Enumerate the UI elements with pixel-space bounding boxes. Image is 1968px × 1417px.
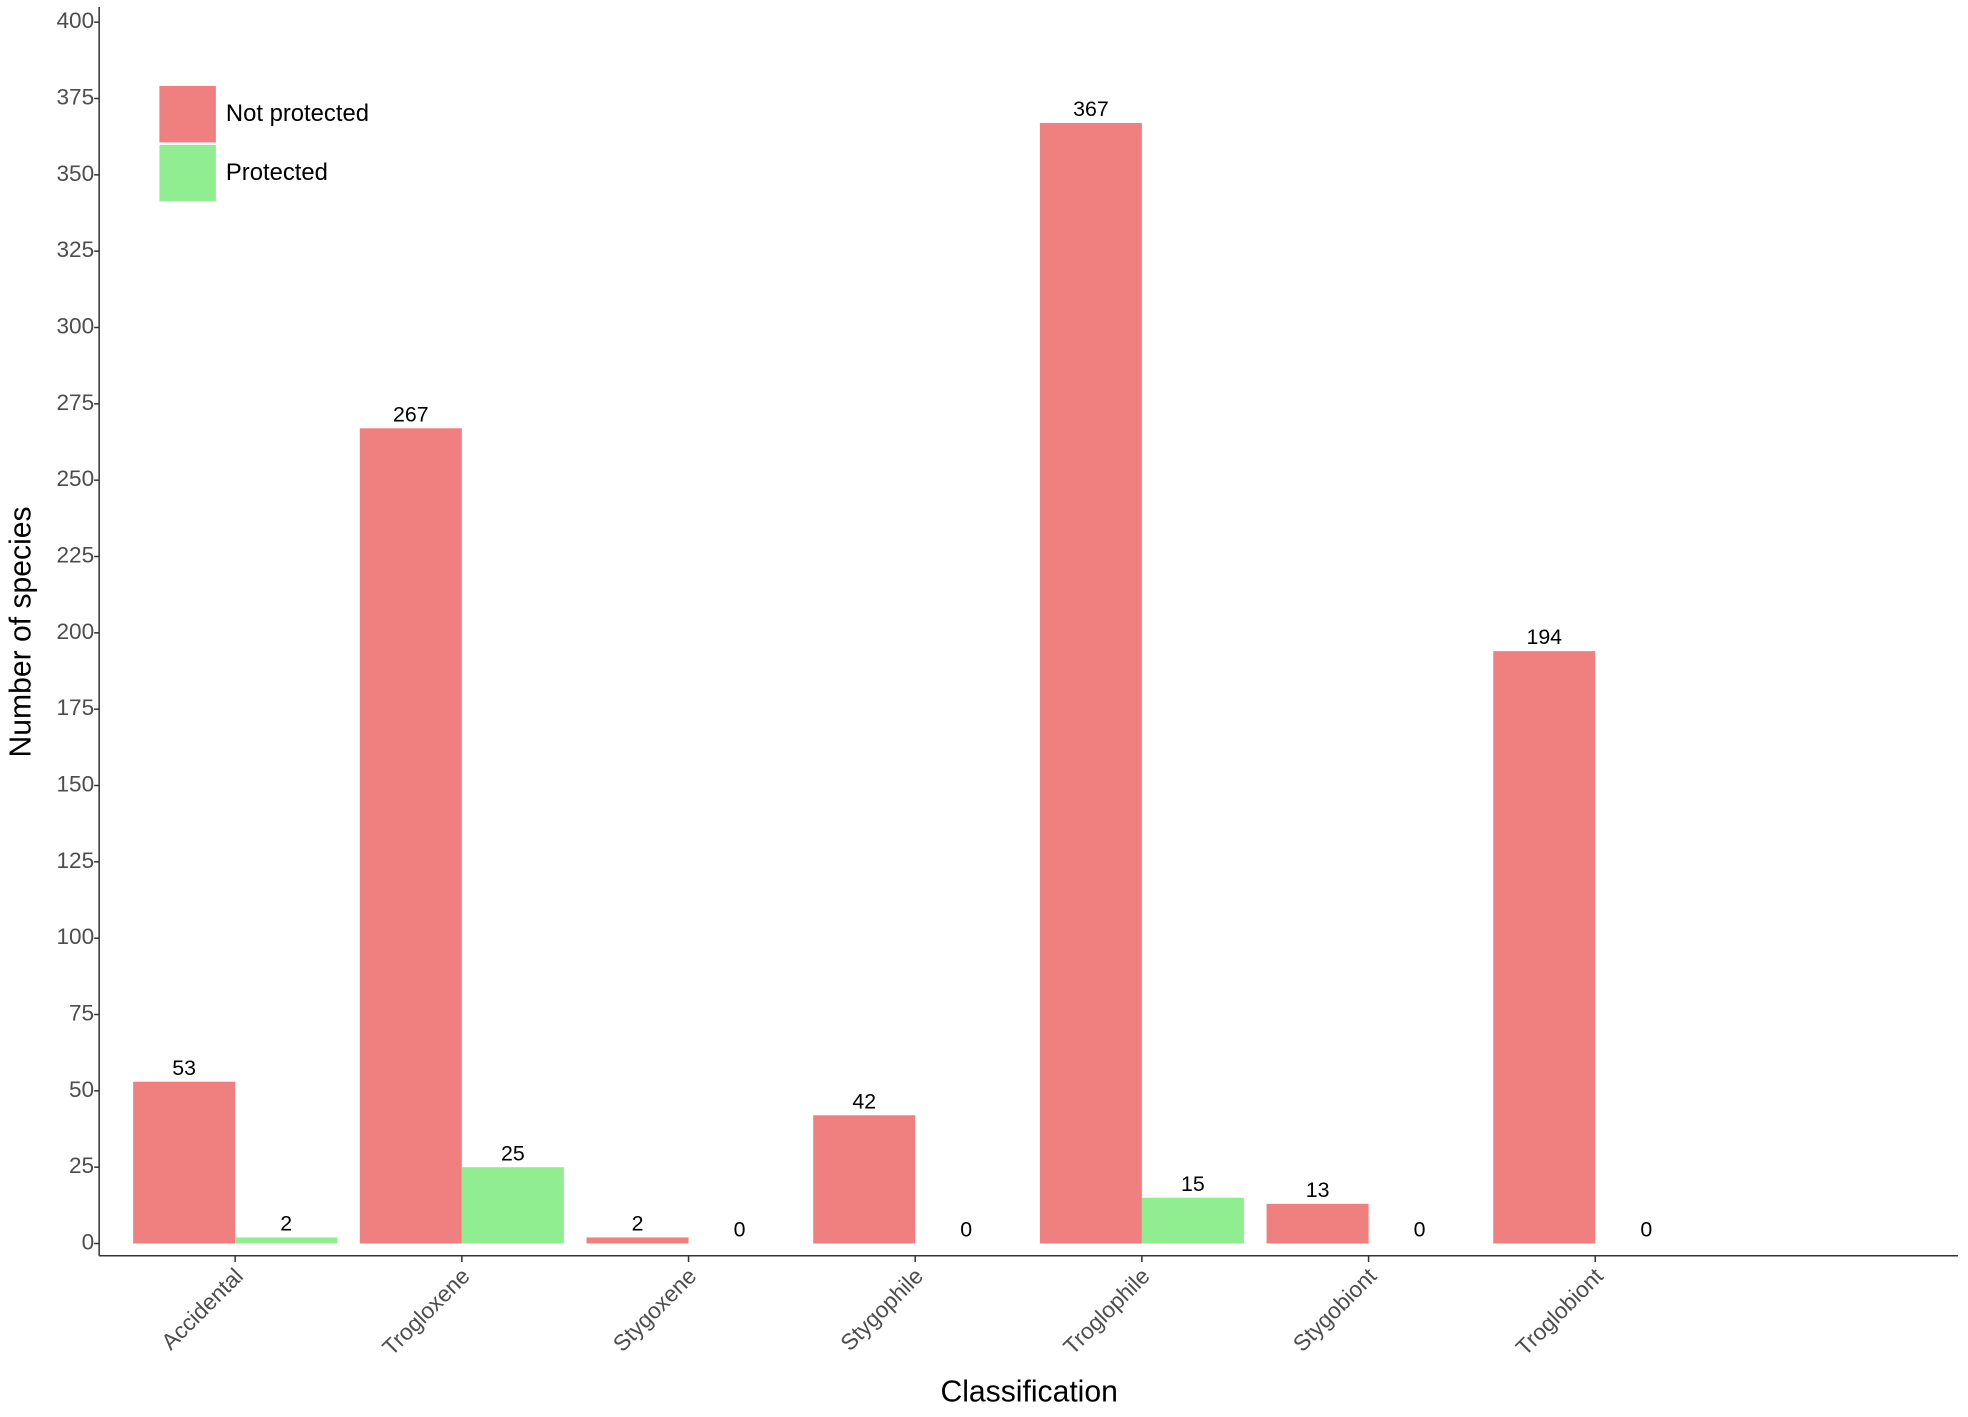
y-tick-label: 225: [56, 542, 94, 567]
value-label: 0: [960, 1218, 972, 1242]
value-label: 53: [172, 1056, 196, 1080]
x-tick-label: Troglophile: [1059, 1263, 1155, 1359]
bar: [1141, 1197, 1244, 1244]
legend-label: Protected: [226, 159, 328, 186]
value-label: 367: [1073, 97, 1109, 121]
bar: [1039, 122, 1142, 1244]
y-tick-label: 275: [56, 390, 94, 415]
value-label: 42: [852, 1089, 876, 1113]
value-label: 194: [1526, 625, 1562, 649]
y-tick-label: 325: [56, 237, 94, 262]
x-tick-label: Accidental: [157, 1263, 248, 1354]
bar: [133, 1081, 236, 1244]
y-tick-label: 200: [56, 619, 94, 644]
x-tick-label: Stygobiont: [1288, 1263, 1382, 1357]
value-label: 15: [1181, 1172, 1205, 1196]
bar: [1493, 651, 1596, 1244]
x-tick-label: Troglobiont: [1511, 1263, 1608, 1360]
value-label: 267: [393, 402, 429, 426]
value-label: 25: [501, 1141, 525, 1165]
y-tick-label: 250: [56, 466, 94, 491]
bar: [461, 1167, 564, 1244]
y-tick-label: 125: [56, 848, 94, 873]
bar: [1266, 1203, 1369, 1244]
x-tick-label: Stygophile: [836, 1263, 928, 1355]
x-tick-label: Stygoxene: [608, 1263, 701, 1356]
value-label: 13: [1306, 1178, 1330, 1202]
value-label: 2: [632, 1211, 644, 1235]
bar: [813, 1115, 916, 1244]
y-axis-title: Number of species: [5, 506, 38, 757]
value-label: 0: [1640, 1218, 1652, 1242]
legend-label: Not protected: [226, 100, 369, 127]
y-tick-label: 75: [69, 1000, 94, 1025]
legend-key: [159, 144, 216, 202]
y-tick-label: 0: [82, 1229, 95, 1254]
bar: [586, 1237, 689, 1244]
y-tick-label: 375: [56, 84, 94, 109]
y-tick-label: 100: [56, 924, 94, 949]
y-tick-label: 25: [69, 1153, 94, 1178]
value-label: 0: [1414, 1218, 1426, 1242]
x-axis-title: Classification: [940, 1376, 1117, 1409]
value-label: 0: [734, 1218, 746, 1242]
y-tick-label: 350: [56, 161, 94, 186]
y-tick-label: 400: [56, 8, 94, 33]
bar: [235, 1237, 338, 1244]
y-tick-label: 150: [56, 771, 94, 796]
legend-key: [159, 85, 216, 143]
y-tick-label: 300: [56, 313, 94, 338]
y-tick-label: 175: [56, 695, 94, 720]
value-label: 2: [280, 1211, 292, 1235]
y-tick-label: 50: [69, 1077, 94, 1102]
bar: [359, 428, 462, 1244]
x-tick-label: Trogloxene: [378, 1263, 475, 1360]
